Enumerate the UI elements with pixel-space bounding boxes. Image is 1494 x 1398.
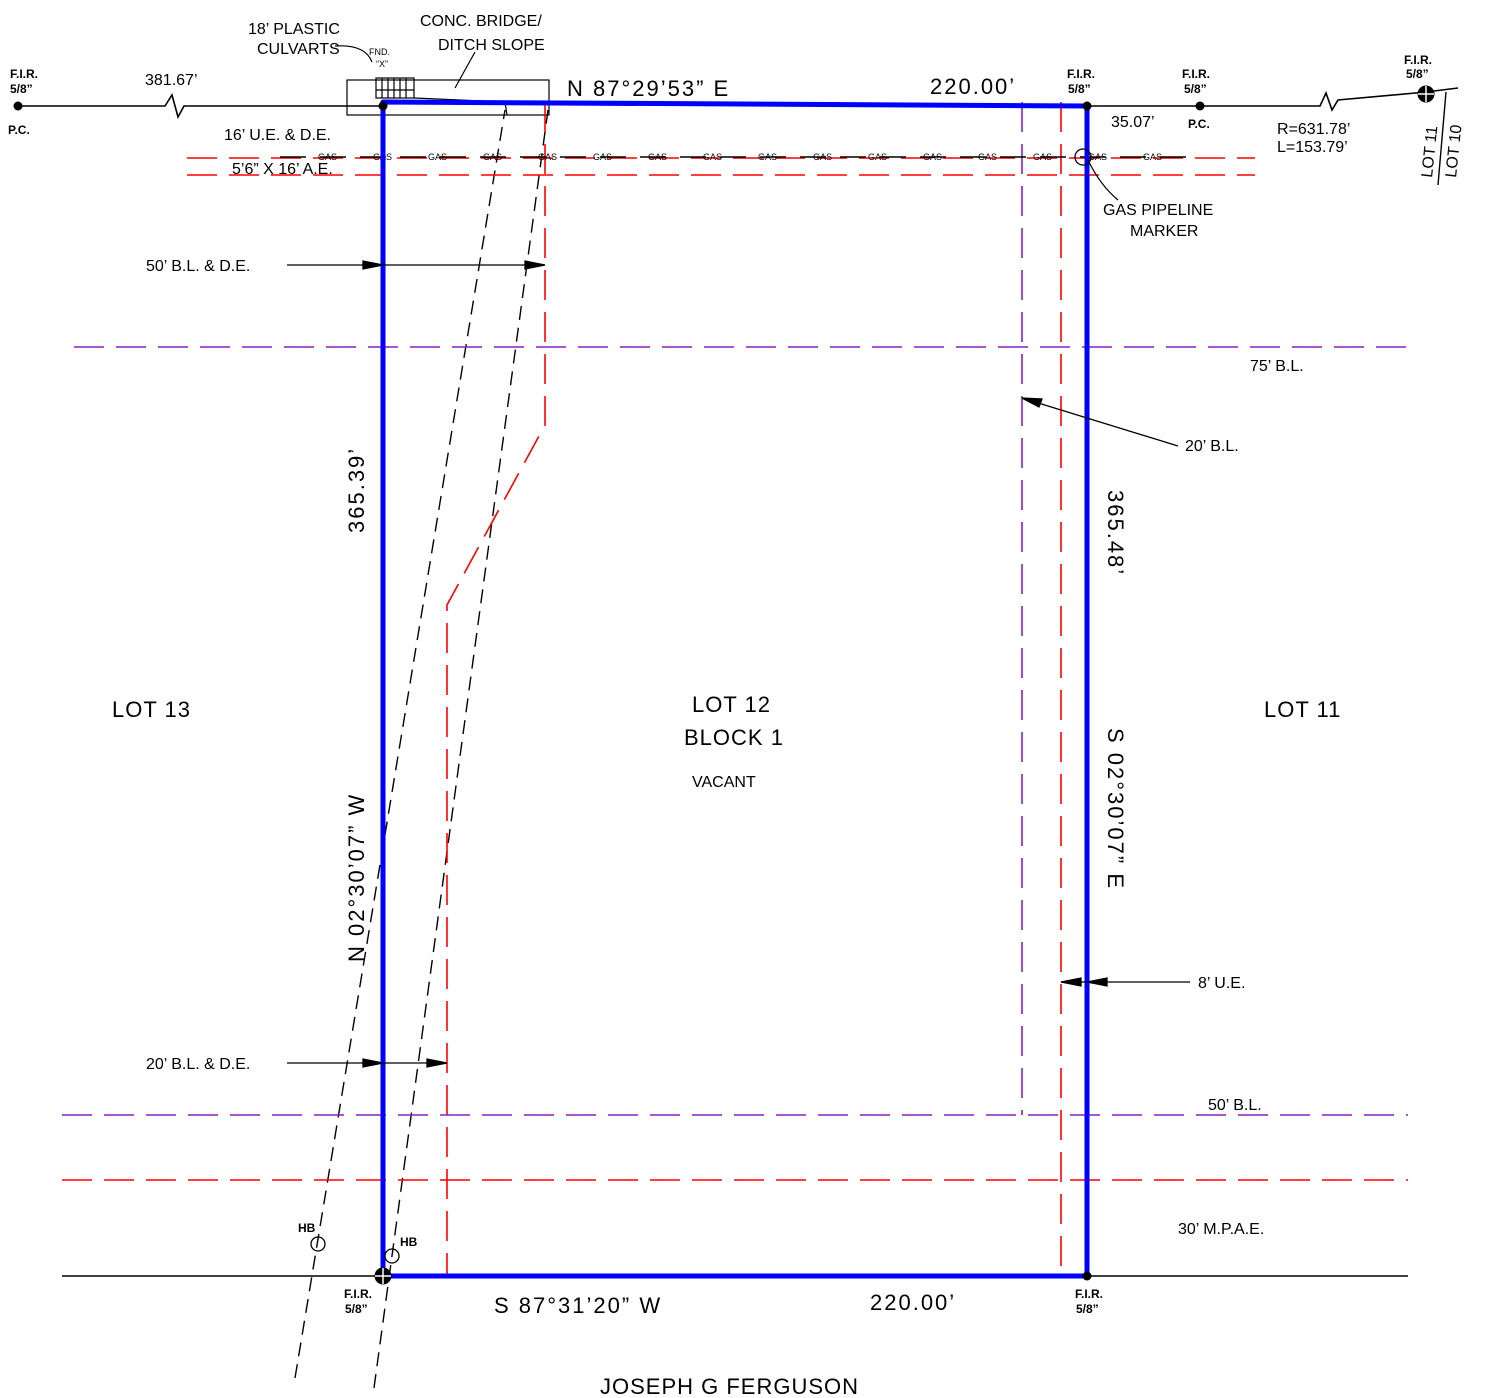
- gas-label: GAS: [758, 152, 777, 162]
- west-distance: 365.39’: [344, 447, 369, 533]
- east-bearing: S 02°30’07” E: [1103, 728, 1128, 890]
- distance-381: 381.67’: [145, 72, 198, 89]
- lot-10-small-label: LOT 10: [1443, 124, 1465, 179]
- mpae-label: 30’ M.P.A.E.: [1178, 1221, 1264, 1238]
- fnd-x-label: “X”: [376, 59, 388, 69]
- fir-label-ne: F.I.R.: [1067, 67, 1095, 81]
- monuments: [13, 85, 1435, 1285]
- fnd-label: FND.: [369, 47, 390, 57]
- fir-label-se: F.I.R.: [1075, 1287, 1103, 1301]
- ue-de-label: 16’ U.E. & D.E.: [224, 127, 331, 144]
- fir-size-nw: 5/8”: [10, 82, 33, 96]
- block-label: BLOCK 1: [684, 725, 784, 750]
- gas-pipeline: GAS GAS GAS GAS GAS GAS GAS GAS GAS GAS …: [280, 152, 1200, 162]
- gas-label: GAS: [428, 152, 447, 162]
- vacant-label: VACANT: [692, 774, 756, 791]
- fir-size-se: 5/8”: [1076, 1302, 1099, 1316]
- south-distance: 220.00’: [870, 1290, 956, 1315]
- building-lines: [62, 102, 1408, 1116]
- pc-label-east: P.C.: [1188, 117, 1210, 131]
- lot-11-label: LOT 11: [1264, 697, 1341, 722]
- dimension-arrows: [287, 260, 1190, 1068]
- fir-label-nw: F.I.R.: [10, 67, 38, 81]
- gas-label: GAS: [538, 152, 557, 162]
- fir-size-far-east: 5/8”: [1406, 67, 1429, 81]
- lot-12-label: LOT 12: [692, 692, 771, 717]
- hb-label-west: HB: [298, 1221, 316, 1235]
- hb-label-east: HB: [400, 1235, 418, 1249]
- gas-label: GAS: [593, 152, 612, 162]
- hb-marker-east: [384, 1248, 400, 1264]
- gas-pipeline-marker-symbol: [1074, 148, 1092, 166]
- fir-label-pc-east: F.I.R.: [1182, 67, 1210, 81]
- lot-11-small-label: LOT 11: [1419, 125, 1441, 178]
- gas-label: GAS: [1143, 152, 1162, 162]
- ditch-lines: [294, 109, 549, 1389]
- curve-radius: R=631.78’: [1277, 121, 1350, 138]
- fir-size-sw: 5/8”: [345, 1302, 368, 1316]
- distance-35: 35.07’: [1111, 114, 1155, 131]
- gas-marker-label-1: GAS PIPELINE: [1103, 202, 1213, 219]
- gas-label: GAS: [648, 152, 667, 162]
- east-distance: 365.48’: [1103, 490, 1128, 576]
- south-bearing: S 87°31’20” W: [494, 1293, 662, 1318]
- fir-label-far-east: F.I.R.: [1404, 53, 1432, 67]
- gas-label: GAS: [813, 152, 832, 162]
- fir-size-ne: 5/8”: [1068, 82, 1091, 96]
- fir-label-sw: F.I.R.: [344, 1287, 372, 1301]
- leaders: [334, 45, 1119, 201]
- lot-12-boundary: [380, 99, 1090, 1279]
- bl-de-50-label: 50’ B.L. & D.E.: [146, 258, 250, 275]
- culverts-label-1: 18’ PLASTIC: [248, 21, 340, 38]
- gas-label: GAS: [923, 152, 942, 162]
- hb-marker-west: [310, 1236, 326, 1252]
- ae-label: 5’6” X 16’ A.E.: [232, 161, 333, 178]
- gas-label: GAS: [703, 152, 722, 162]
- north-bearing: N 87°29’53” E: [567, 76, 730, 101]
- bl-75-label: 75’ B.L.: [1250, 358, 1304, 375]
- gas-label: GAS: [1033, 152, 1052, 162]
- bridge-label-2: DITCH SLOPE: [438, 37, 545, 54]
- curve-length: L=153.79’: [1277, 139, 1348, 156]
- gas-label: GAS: [1088, 152, 1107, 162]
- gas-label: GAS: [868, 152, 887, 162]
- bl-de-20-label: 20’ B.L. & D.E.: [146, 1056, 250, 1073]
- gas-label: GAS: [978, 152, 997, 162]
- bridge-label-1: CONC. BRIDGE/: [420, 13, 542, 30]
- south-owner-label: JOSEPH G FERGUSON: [600, 1374, 859, 1398]
- pc-label-west: P.C.: [8, 123, 30, 137]
- culverts-label-2: CULVARTS: [257, 41, 340, 58]
- gas-label: GAS: [318, 152, 337, 162]
- ue-8-label: 8’ U.E.: [1198, 975, 1245, 992]
- lot-11-10-divider: [1437, 91, 1447, 186]
- lot-13-label: LOT 13: [112, 697, 191, 722]
- fir-size-pc-east: 5/8”: [1184, 82, 1207, 96]
- easement-lines: [62, 102, 1408, 1276]
- culvert-structure: [346, 77, 550, 116]
- bl-20-label: 20’ B.L.: [1185, 438, 1239, 455]
- gas-label: GAS: [483, 152, 502, 162]
- gas-marker-label-2: MARKER: [1130, 223, 1198, 240]
- west-bearing: N 02°30’07” W: [344, 793, 369, 962]
- north-distance: 220.00’: [930, 74, 1016, 99]
- bl-50-label: 50’ B.L.: [1208, 1097, 1262, 1114]
